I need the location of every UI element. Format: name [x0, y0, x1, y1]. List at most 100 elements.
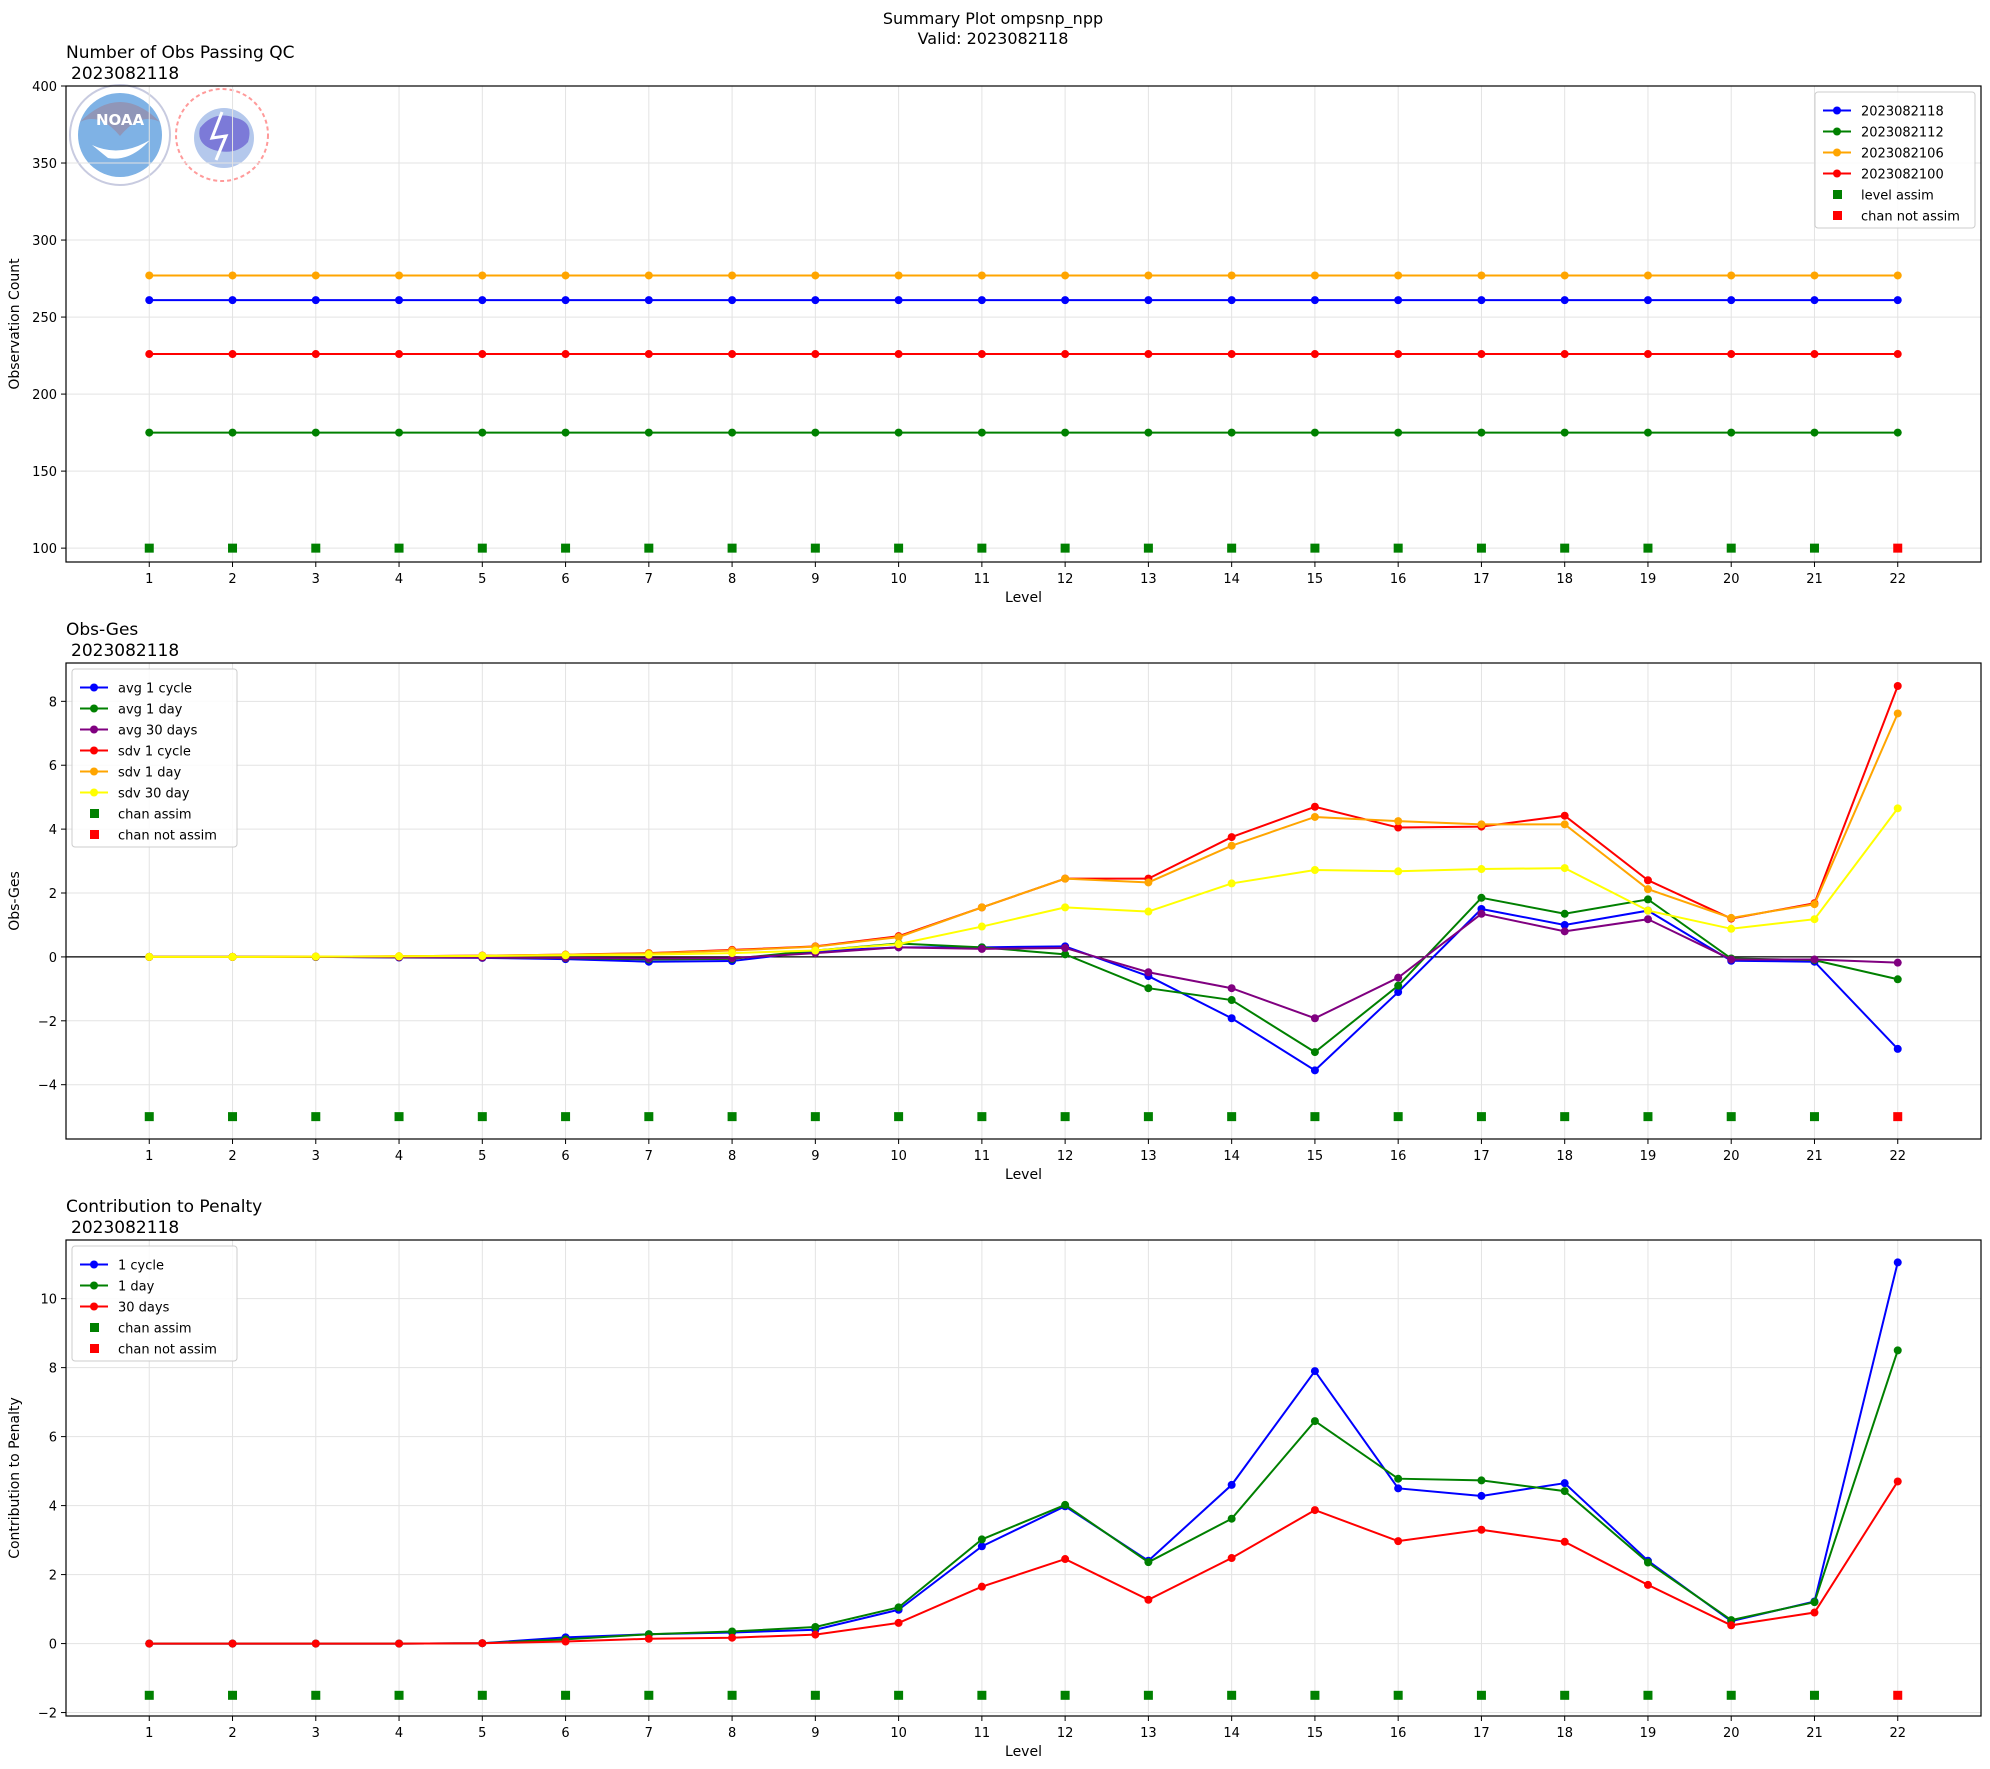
- data-point: [1310, 1367, 1319, 1376]
- x-tick-label: 1: [145, 1149, 153, 1164]
- data-point: [1477, 1525, 1486, 1534]
- data-point: [1810, 1598, 1819, 1607]
- data-point: [478, 296, 487, 305]
- data-point: [1227, 879, 1236, 888]
- data-point: [1394, 271, 1403, 280]
- assim-marker: [894, 1112, 904, 1122]
- data-point: [1643, 1580, 1652, 1589]
- y-tick-label: 250: [32, 311, 57, 326]
- data-point: [1061, 271, 1070, 280]
- y-tick-label: 6: [49, 1431, 57, 1446]
- x-tick-label: 5: [478, 1149, 486, 1164]
- legend-label: sdv 1 cycle: [118, 745, 191, 760]
- data-point: [1560, 1487, 1569, 1496]
- data-point: [644, 1634, 653, 1643]
- data-point: [1560, 428, 1569, 437]
- data-point: [1727, 924, 1736, 933]
- y-tick-label: 0: [49, 951, 57, 966]
- assim-marker: [394, 1112, 404, 1122]
- assim-marker: [1809, 543, 1819, 553]
- x-tick-label: 8: [728, 1726, 736, 1741]
- assim-marker: [1393, 1112, 1403, 1122]
- x-tick-label: 7: [645, 572, 653, 587]
- x-tick-label: 16: [1390, 572, 1407, 587]
- not-assim-marker: [1893, 1690, 1903, 1700]
- assim-marker: [394, 543, 404, 553]
- data-point: [1560, 271, 1569, 280]
- figure-valid-time: Valid: 2023082118: [918, 29, 1069, 48]
- plot-frame: [65, 1239, 1982, 1717]
- data-point: [1727, 296, 1736, 305]
- y-tick-label: 10: [40, 1293, 57, 1308]
- x-tick-label: 10: [890, 572, 907, 587]
- y-tick-label: 4: [49, 823, 57, 838]
- data-point: [1477, 296, 1486, 305]
- data-point: [1893, 682, 1902, 691]
- legend-marker: [1833, 169, 1841, 178]
- x-tick-label: 22: [1889, 1726, 1906, 1741]
- legend-label: chan assim: [118, 808, 192, 823]
- legend-label: level assim: [1861, 189, 1934, 204]
- data-point: [1560, 350, 1569, 359]
- data-point: [728, 271, 737, 280]
- data-point: [977, 1582, 986, 1591]
- legend-marker: [90, 683, 98, 692]
- data-point: [1394, 988, 1403, 997]
- data-point: [1477, 1491, 1486, 1500]
- data-point: [1727, 350, 1736, 359]
- x-tick-label: 18: [1556, 1726, 1573, 1741]
- x-tick-label: 22: [1889, 572, 1906, 587]
- data-point: [728, 350, 737, 359]
- data-point: [311, 350, 320, 359]
- legend-marker: [90, 830, 99, 839]
- x-tick-label: 14: [1223, 1726, 1240, 1741]
- data-point: [1477, 350, 1486, 359]
- assim-marker: [977, 1112, 987, 1122]
- data-point: [728, 949, 737, 958]
- data-point: [1310, 296, 1319, 305]
- data-point: [894, 933, 903, 942]
- data-point: [728, 1633, 737, 1642]
- data-point: [1227, 428, 1236, 437]
- data-point: [1893, 958, 1902, 967]
- assim-marker: [1310, 1690, 1320, 1700]
- series-2023082106: [145, 271, 1902, 280]
- data-point: [1477, 909, 1486, 918]
- data-point: [1560, 1479, 1569, 1488]
- assim-marker: [1560, 1112, 1570, 1122]
- legend-marker: [90, 725, 98, 734]
- x-tick-label: 13: [1140, 572, 1157, 587]
- y-tick-label: 300: [32, 234, 57, 249]
- assim-marker: [1393, 543, 1403, 553]
- x-tick-label: 17: [1473, 1726, 1490, 1741]
- data-point: [1394, 1537, 1403, 1546]
- assim-marker: [1060, 1690, 1070, 1700]
- y-tick-label: 4: [49, 1500, 57, 1515]
- assim-marker: [1809, 1690, 1819, 1700]
- data-point: [1893, 804, 1902, 813]
- data-point: [644, 950, 653, 959]
- x-tick-label: 12: [1057, 1149, 1074, 1164]
- data-point: [1394, 867, 1403, 876]
- assim-marker: [561, 543, 571, 553]
- assim-marker: [810, 1112, 820, 1122]
- data-point: [228, 952, 237, 961]
- not-assim-marker: [1893, 543, 1903, 553]
- x-tick-label: 3: [312, 572, 320, 587]
- plot-frame: [65, 662, 1982, 1140]
- assim-marker: [311, 1112, 321, 1122]
- y-axis-label: Observation Count: [7, 258, 23, 390]
- x-tick-label: 9: [811, 1149, 819, 1164]
- panel-subtitle: 2023082118: [71, 641, 179, 661]
- data-point: [977, 1535, 986, 1544]
- data-point: [395, 271, 404, 280]
- legend-label: chan not assim: [118, 1343, 217, 1358]
- noaa-logo: NOAA: [69, 84, 171, 186]
- data-point: [894, 1618, 903, 1627]
- data-point: [1144, 296, 1153, 305]
- legend-label: 2023082106: [1861, 147, 1944, 162]
- assim-markers: [144, 1112, 1903, 1122]
- data-point: [1560, 296, 1569, 305]
- legend-frame: [71, 668, 238, 848]
- assim-marker: [644, 1690, 654, 1700]
